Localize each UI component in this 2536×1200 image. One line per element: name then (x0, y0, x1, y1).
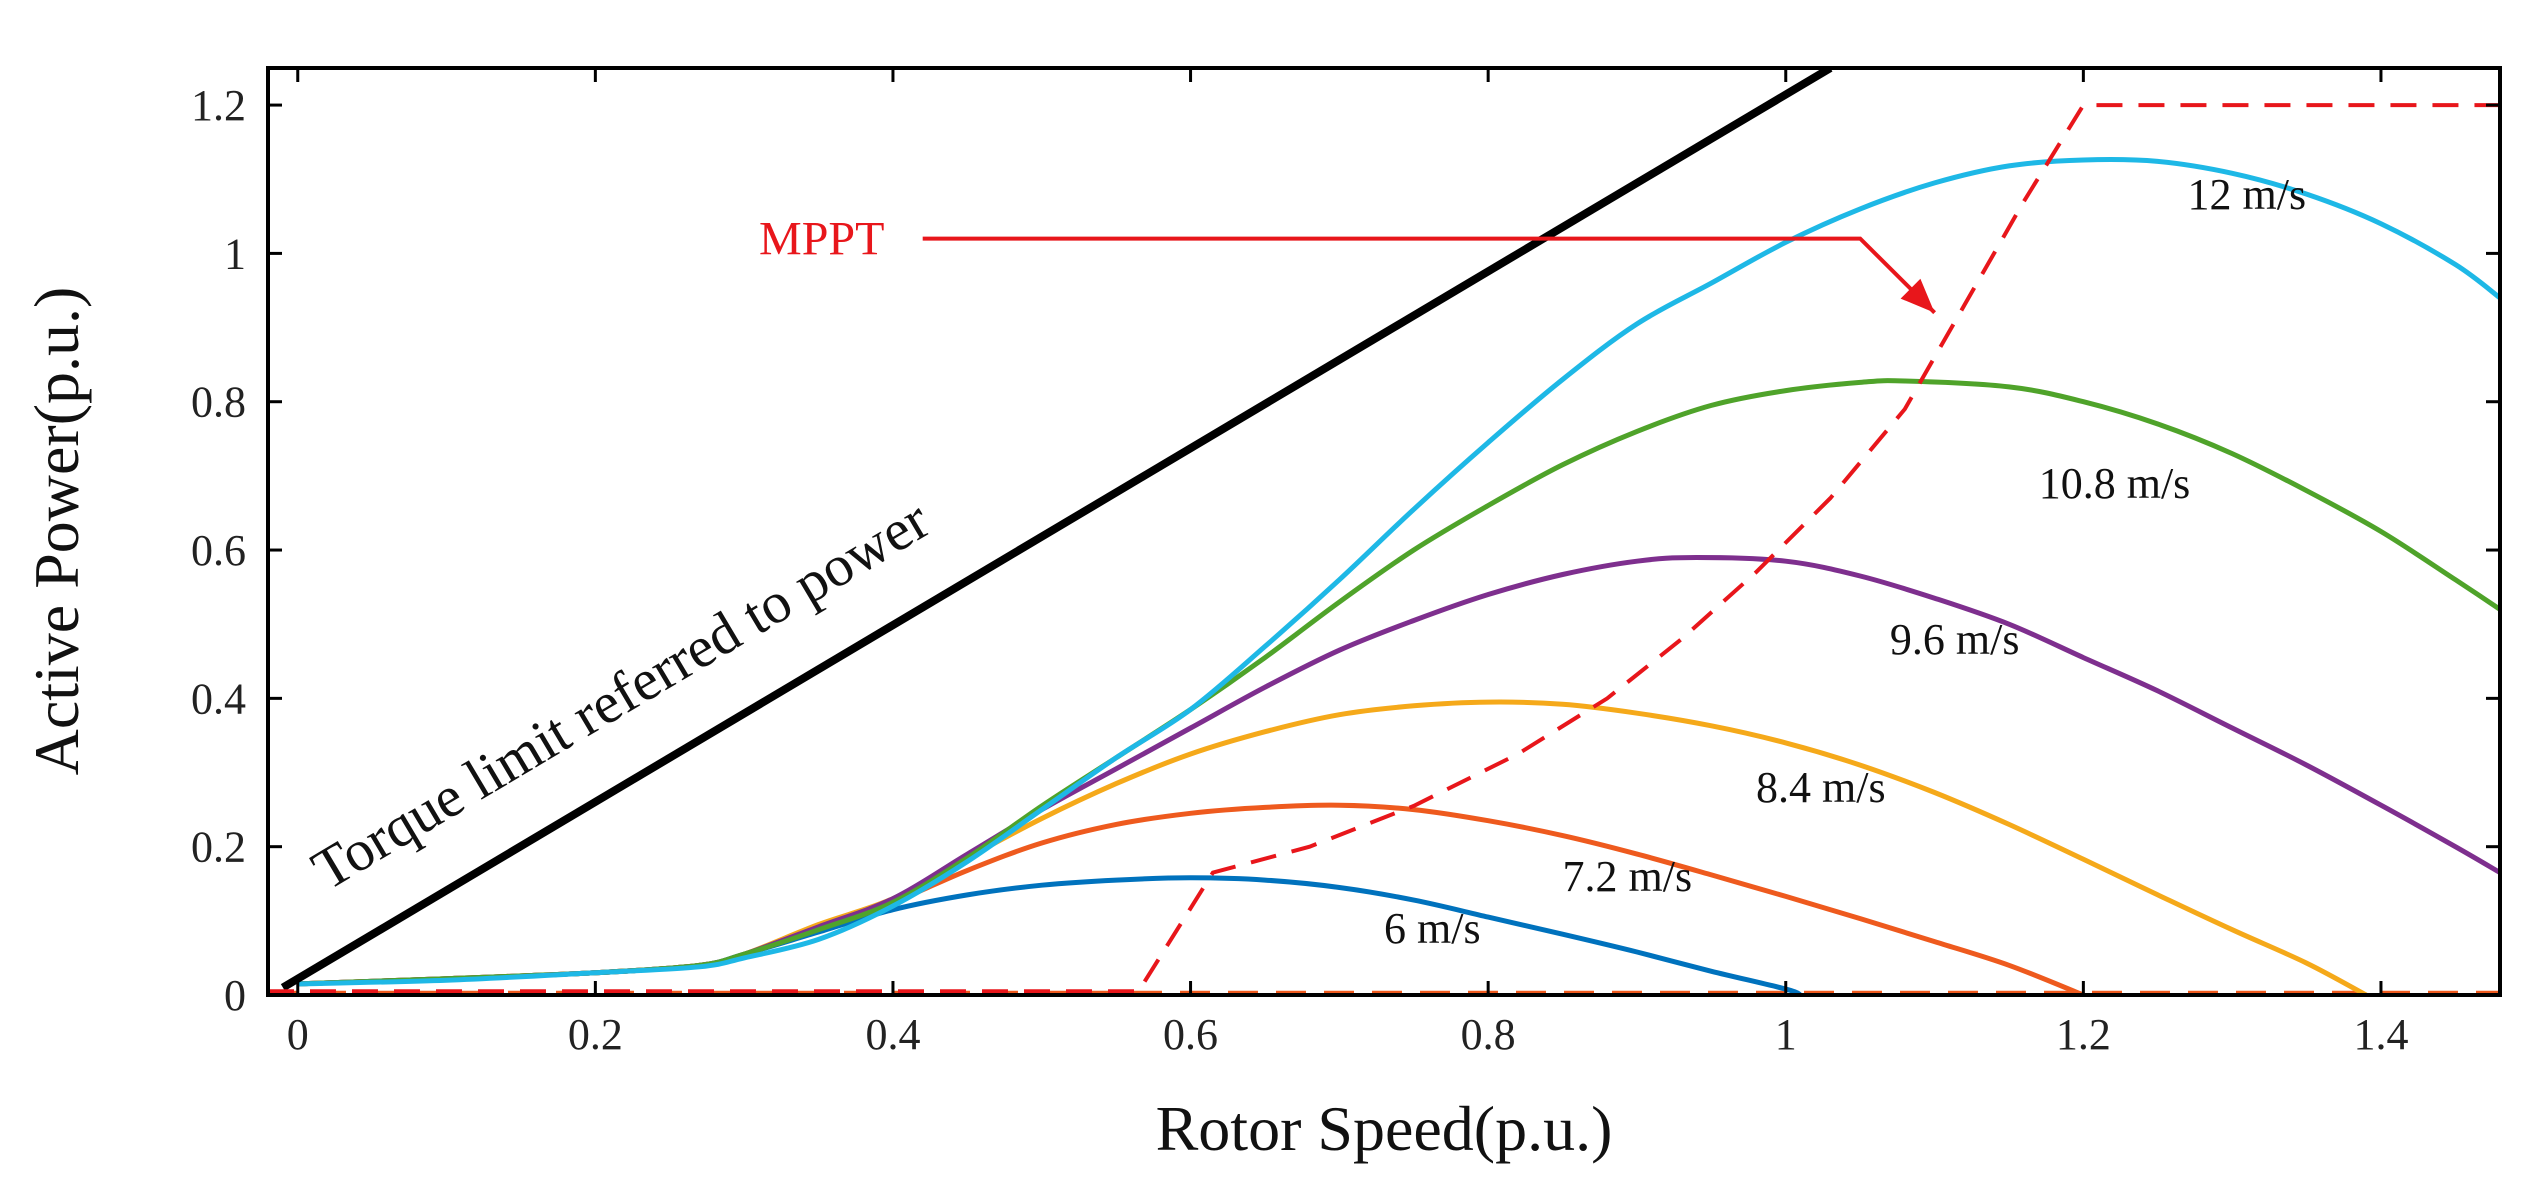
mppt-arrow-head (1900, 278, 1935, 313)
x-tick-label: 0.4 (865, 1010, 920, 1059)
x-axis-title: Rotor Speed(p.u.) (1156, 1093, 1613, 1164)
series-line-7-2-m-s (297, 802, 2085, 995)
y-tick-label: 0.6 (191, 526, 246, 575)
mppt-arrow-line (922, 236, 1937, 315)
x-tick-label: 0.6 (1163, 1010, 1218, 1059)
series-label-8-4-m-s: 8.4 m/s (1756, 763, 1886, 812)
plot-frame (266, 66, 2502, 997)
series-label-6-m-s: 6 m/s (1384, 904, 1481, 953)
mppt-label: MPPT (759, 213, 884, 266)
x-tick-label: 0.8 (1461, 1010, 1516, 1059)
x-tick-label: 1.4 (2353, 1010, 2408, 1059)
series-line-12-m-s (297, 157, 2500, 987)
y-tick-label: 0.8 (191, 378, 246, 427)
series-label-7-2-m-s: 7.2 m/s (1563, 852, 1693, 901)
series-label-9-6-m-s: 9.6 m/s (1890, 615, 2020, 664)
mppt-dashed-line (268, 103, 2500, 994)
series-label-10-8-m-s: 10.8 m/s (2039, 459, 2191, 508)
y-axis-title: Active Power(p.u.) (21, 287, 92, 776)
y-tick-label: 1 (224, 229, 246, 278)
x-tick-label: 1 (1775, 1010, 1797, 1059)
series-line-10-8-m-s (297, 378, 2500, 987)
y-tick-label: 0.4 (191, 674, 246, 723)
y-tick-label: 0.2 (191, 823, 246, 872)
x-tick-label: 1.2 (2056, 1010, 2111, 1059)
series-line-8-4-m-s (297, 699, 2368, 995)
y-tick-label: 0 (224, 971, 246, 1020)
x-tick-label: 0.2 (568, 1010, 623, 1059)
series-label-12-m-s: 12 m/s (2188, 170, 2307, 219)
torque-limit-line (280, 68, 1833, 992)
y-tick-label: 1.2 (191, 81, 246, 130)
x-tick-label: 0 (287, 1010, 309, 1059)
torque-limit-label: Torque limit referred to power (301, 487, 940, 903)
